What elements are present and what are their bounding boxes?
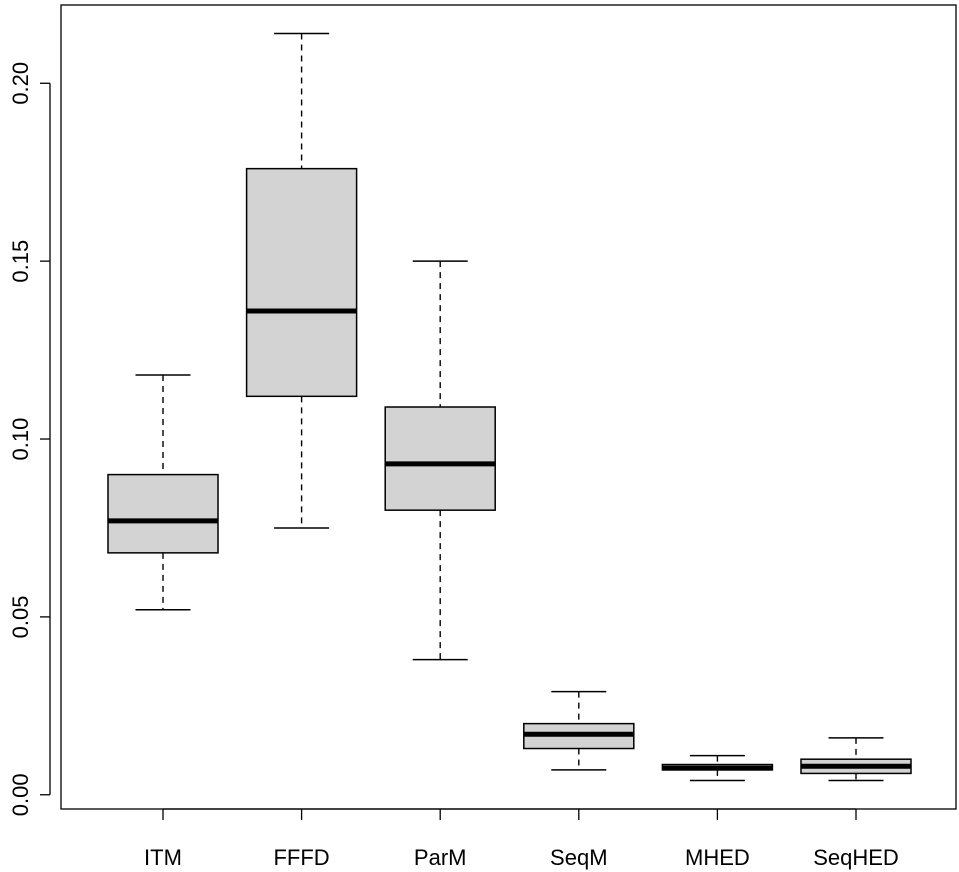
box-iqr [384, 406, 496, 511]
x-tick-label: SeqM [550, 845, 607, 870]
y-tick-label: 0.15 [8, 240, 33, 283]
y-tick-label: 0.20 [8, 62, 33, 105]
x-axis: ITM FFFD ParM SeqM MHED SeqHED [144, 808, 899, 870]
x-tick-label: SeqHED [813, 845, 899, 870]
box-parm [384, 260, 496, 661]
plot-frame [60, 4, 957, 810]
y-tick-label: 0.05 [8, 595, 33, 638]
box-itm [107, 374, 219, 611]
y-axis: 0.00 0.05 0.10 0.15 0.20 [8, 62, 51, 816]
x-tick-label: MHED [685, 845, 750, 870]
y-tick-label: 0.10 [8, 418, 33, 461]
y-tick-label: 0.00 [8, 773, 33, 816]
x-tick-label: ParM [414, 845, 467, 870]
x-tick-label: ITM [144, 845, 182, 870]
box-mhed [661, 754, 774, 782]
box-seqm [523, 690, 635, 771]
box-iqr [107, 473, 219, 554]
box-series [107, 32, 912, 782]
box-seqhed [800, 737, 912, 782]
x-tick-label: FFFD [273, 845, 329, 870]
box-fffd [245, 32, 358, 529]
box-iqr [245, 167, 358, 398]
